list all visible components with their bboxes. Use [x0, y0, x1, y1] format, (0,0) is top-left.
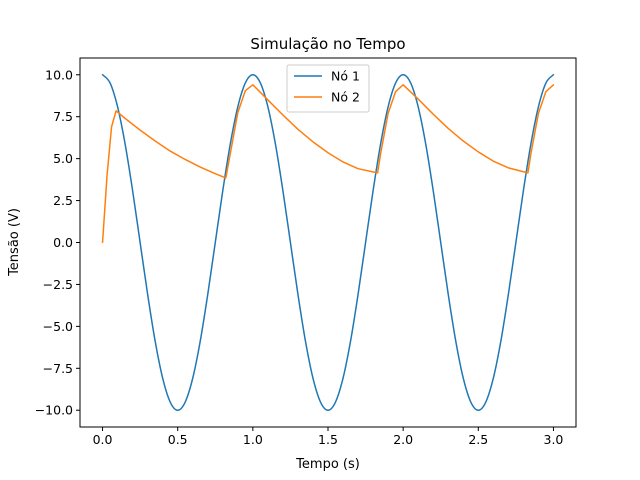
- y-tick-label: 7.5: [53, 109, 73, 124]
- series-line-1: [101, 74, 555, 411]
- y-tick-label: 5.0: [53, 151, 73, 166]
- y-tick-label: −7.5: [43, 361, 73, 376]
- x-axis-title: Tempo (s): [295, 457, 360, 472]
- x-axis-ticks: 0.0 0.5 1.0 1.5 2.0 2.5 3.0: [93, 427, 564, 447]
- chart-title: Simulação no Tempo: [250, 35, 405, 53]
- x-tick-label: 2.5: [468, 432, 488, 447]
- x-tick-label: 1.0: [243, 432, 263, 447]
- x-tick-label: 0.0: [93, 432, 113, 447]
- x-tick-label: 2.0: [393, 432, 413, 447]
- y-axis-title: Tensão (V): [7, 208, 22, 277]
- legend-label-2: Nó 2: [331, 90, 360, 105]
- y-axis-ticks: −10.0 −7.5 −5.0 −2.5 0.0 2.5 5.0 7.5 10.0: [35, 67, 80, 418]
- y-tick-label: −5.0: [43, 319, 73, 334]
- series-line-2: [101, 84, 555, 244]
- x-tick-label: 3.0: [544, 432, 564, 447]
- x-tick-label: 0.5: [168, 432, 188, 447]
- legend-label-1: Nó 1: [331, 69, 360, 84]
- x-tick-label: 1.5: [318, 432, 338, 447]
- y-tick-label: −10.0: [35, 403, 73, 418]
- legend: Nó 1 Nó 2: [286, 64, 370, 113]
- y-tick-label: 10.0: [45, 67, 73, 82]
- series-layer: [101, 74, 555, 411]
- y-tick-label: 0.0: [53, 235, 73, 250]
- y-tick-label: 2.5: [53, 193, 73, 208]
- y-tick-label: −2.5: [43, 277, 73, 292]
